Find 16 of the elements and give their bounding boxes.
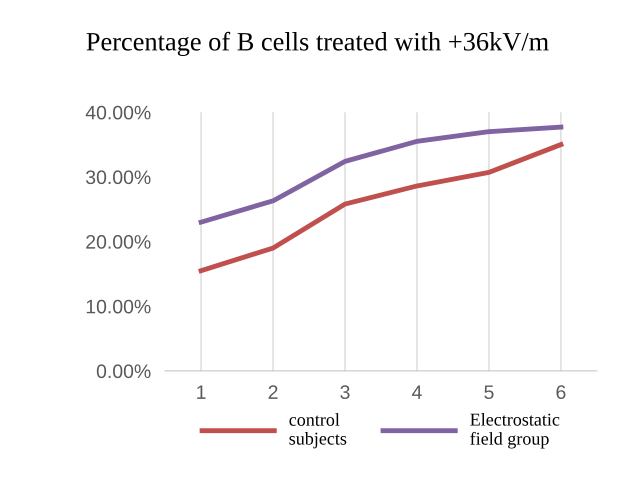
x-tick-label: 2: [268, 385, 278, 399]
line-series: [198, 142, 564, 274]
y-tick-label: 30.00%: [86, 170, 151, 184]
line-series: [198, 124, 564, 225]
y-tick-label: 10.00%: [86, 300, 151, 314]
x-tick-label: 3: [340, 385, 350, 400]
chart-title: Percentage of B cells treated with +36kV/m: [86, 32, 549, 56]
x-tick-label: 4: [412, 385, 422, 399]
x-tick-label: 1: [197, 385, 206, 399]
x-tick-label: 6: [556, 385, 566, 400]
legend-label: control subjects: [289, 413, 346, 448]
x-tick-label: 5: [484, 385, 494, 400]
y-tick-label: 20.00%: [86, 235, 151, 249]
y-tick-label: 0.00%: [96, 364, 151, 378]
y-tick-label: 40.00%: [86, 106, 151, 120]
legend-label: Electrostatic field group: [470, 412, 560, 449]
